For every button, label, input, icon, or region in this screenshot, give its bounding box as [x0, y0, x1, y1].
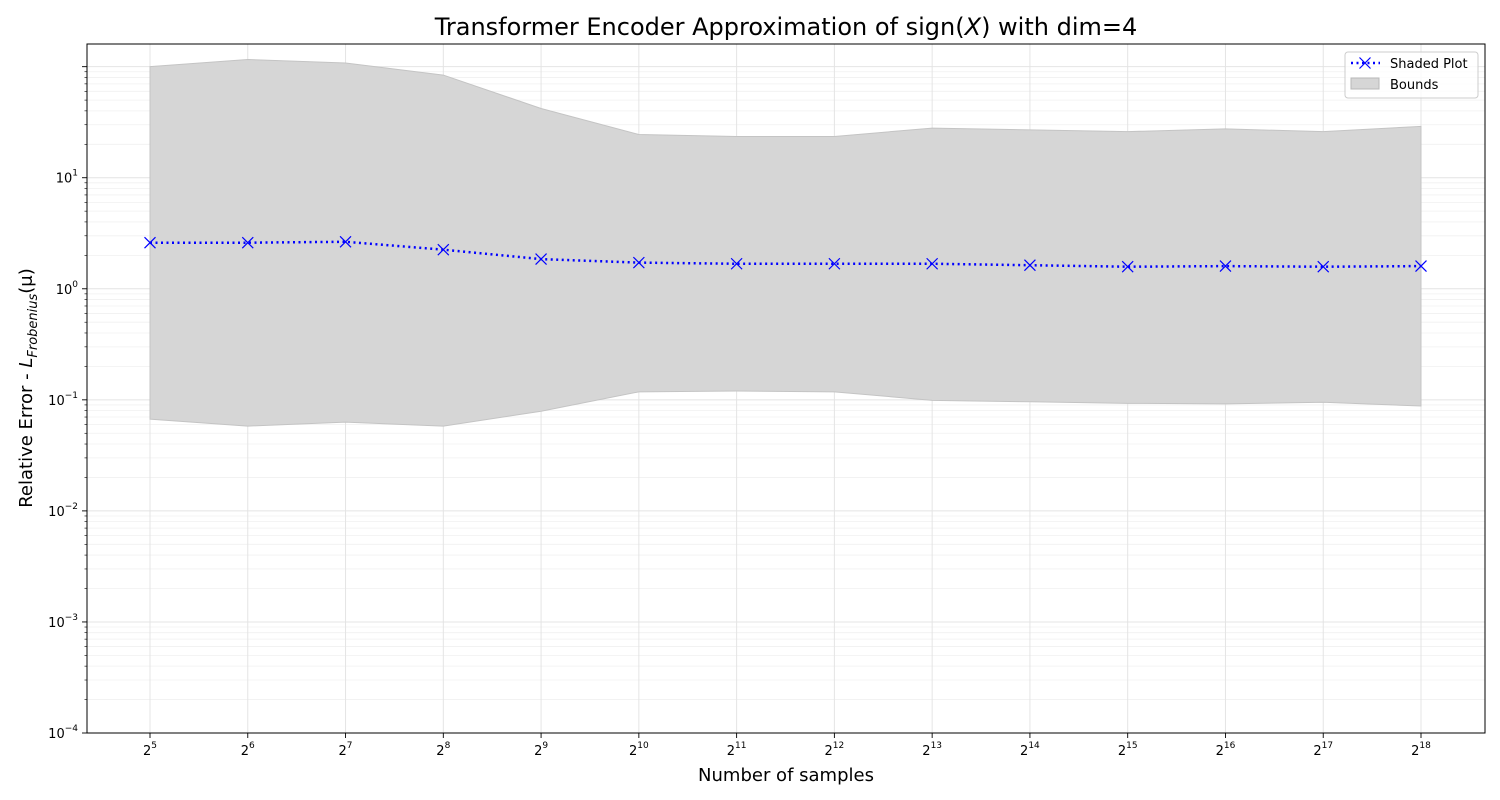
data-point-marker [730, 257, 743, 270]
x-tick-label: 216 [1216, 741, 1236, 759]
x-tick-label: 215 [1118, 741, 1138, 759]
bounds-band-layer [149, 59, 1422, 427]
x-tick-label: 212 [825, 741, 845, 759]
y-tick-label: 10−4 [48, 724, 78, 742]
plot-area-frame [86, 43, 1486, 734]
data-point-marker [535, 253, 548, 266]
y-axis-label: Relative Error - LFrobenius(μ) [16, 268, 41, 508]
x-tick-label: 27 [339, 741, 353, 759]
chart-title: Transformer Encoder Approximation of sig… [434, 13, 1138, 41]
x-tick-label: 213 [922, 741, 942, 759]
data-point-marker [144, 236, 156, 249]
x-tick-label: 26 [241, 741, 255, 759]
legend-series-marker [1359, 57, 1371, 69]
data-point-marker [1023, 259, 1036, 272]
x-tick-label: 218 [1411, 741, 1431, 759]
y-tick-label: 10−3 [48, 613, 78, 631]
data-point-marker [632, 256, 645, 269]
x-tick-label: 210 [629, 741, 649, 759]
legend-bounds-label: Bounds [1390, 78, 1439, 93]
x-tick-label: 25 [143, 741, 157, 759]
data-point-marker [1219, 260, 1232, 273]
y-tick-label: 100 [56, 280, 79, 298]
data-point-marker [828, 257, 841, 270]
x-tick-label: 214 [1020, 741, 1040, 759]
legend: Shaded Plot Bounds [1344, 51, 1479, 99]
data-point-marker [437, 243, 450, 256]
legend-bounds-swatch [1350, 77, 1380, 90]
bounds-band [149, 59, 1422, 427]
data-point-marker [1415, 260, 1427, 273]
y-tick-label: 101 [56, 169, 78, 187]
y-axis-ticks: 10−4 10−3 10−2 10−1 100 101 [48, 66, 87, 742]
data-point-marker [339, 235, 352, 248]
x-axis-ticks: 25 26 27 28 29 210 211 212 213 214 215 216 217 218 [143, 733, 1431, 759]
data-point-marker [926, 257, 939, 270]
data-point-marker [1317, 260, 1330, 273]
x-tick-label: 28 [436, 741, 450, 759]
series-layer [144, 235, 1427, 273]
x-tick-label: 29 [534, 741, 548, 759]
x-axis-label: Number of samples [698, 765, 874, 786]
y-tick-label: 10−2 [48, 502, 78, 520]
x-tick-label: 217 [1313, 741, 1333, 759]
y-tick-label: 10−1 [48, 391, 78, 409]
data-point-marker [1121, 260, 1134, 273]
legend-series-label: Shaded Plot [1390, 57, 1468, 72]
data-point-marker [241, 236, 254, 249]
x-tick-label: 211 [727, 741, 747, 759]
